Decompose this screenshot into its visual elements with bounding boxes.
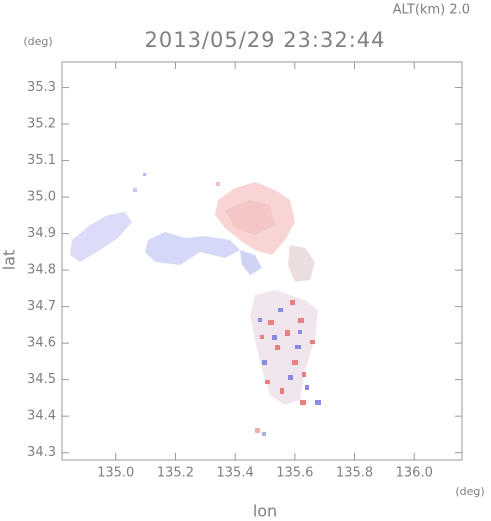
y-tick-label: 34.6: [27, 336, 56, 351]
x-tick-label: 135.2: [157, 466, 194, 481]
y-tick-label: 35.0: [27, 190, 56, 205]
y-tick-label: 34.5: [27, 372, 56, 387]
y-tick-label: 35.2: [27, 117, 56, 132]
y-tick-label: 34.4: [27, 409, 56, 424]
subtitle: ALT(km) 2.0: [393, 3, 470, 18]
x-axis-label: lon: [253, 502, 277, 521]
y-tick-label: 34.7: [27, 299, 56, 314]
y-tick-label: 34.9: [27, 226, 56, 241]
x-tick-label: 135.0: [97, 466, 134, 481]
radar-echoes: [70, 173, 321, 436]
x-tick-label: 135.8: [336, 466, 373, 481]
y-tick-label: 34.8: [27, 263, 56, 278]
plot-frame: [61, 61, 463, 461]
x-unit: (deg): [455, 485, 484, 498]
chart-title: 2013/05/29 23:32:44: [144, 28, 385, 52]
y-tick-label: 35.1: [27, 153, 56, 168]
x-tick-label: 135.6: [276, 466, 313, 481]
y-tick-label: 35.3: [27, 80, 56, 95]
x-tick-label: 136.0: [396, 466, 433, 481]
y-axis-label: lat: [0, 250, 19, 271]
y-unit: (deg): [23, 35, 52, 48]
x-tick-label: 135.4: [217, 466, 254, 481]
y-tick-label: 34.3: [27, 445, 56, 460]
